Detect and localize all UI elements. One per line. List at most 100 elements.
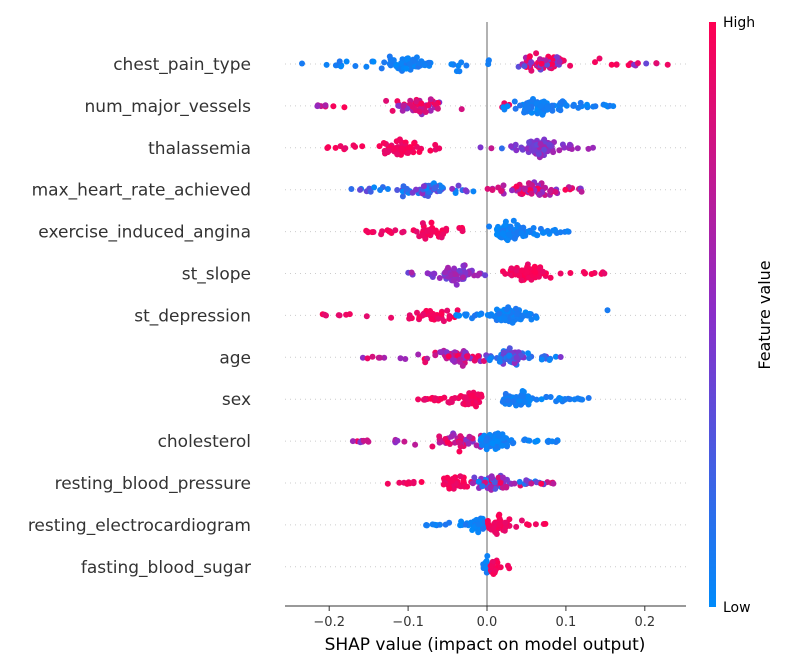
shap-point xyxy=(457,356,464,363)
shap-point xyxy=(445,353,452,360)
shap-point xyxy=(460,477,467,484)
shap-point xyxy=(487,484,494,491)
shap-point xyxy=(390,146,397,153)
shap-point xyxy=(406,61,413,67)
shap-point xyxy=(508,265,515,272)
shap-point xyxy=(524,145,531,152)
shap-point xyxy=(504,397,511,404)
shap-point xyxy=(542,184,549,191)
shap-point xyxy=(549,102,556,109)
shap-point xyxy=(517,102,523,109)
shap-point xyxy=(518,230,525,237)
shap-point xyxy=(462,269,469,276)
shap-point xyxy=(443,225,450,232)
feature-label: num_major_vessels xyxy=(85,97,252,117)
shap-point xyxy=(380,140,387,146)
shap-point xyxy=(330,103,337,110)
shap-point xyxy=(518,267,525,274)
shap-point xyxy=(442,269,449,276)
shap-point xyxy=(566,141,573,148)
shap-point xyxy=(510,217,517,224)
shap-point xyxy=(343,58,350,65)
shap-point xyxy=(500,104,507,111)
shap-point xyxy=(519,146,526,153)
shap-point xyxy=(360,437,367,444)
shap-point xyxy=(436,275,443,281)
shap-point xyxy=(542,57,549,64)
shap-point xyxy=(465,401,472,408)
shap-point xyxy=(444,474,451,481)
shap-point xyxy=(544,103,551,110)
shap-point xyxy=(523,268,530,275)
shap-point xyxy=(521,63,528,70)
shap-point xyxy=(527,396,534,403)
shap-point xyxy=(398,60,404,67)
feature-label: thalassemia xyxy=(148,139,251,159)
shap-point xyxy=(552,226,558,233)
shap-point xyxy=(369,229,376,236)
colorbar: High Low Feature value xyxy=(709,15,774,616)
shap-point xyxy=(454,307,461,314)
shap-point xyxy=(336,312,343,319)
shap-point xyxy=(321,311,328,318)
shap-point xyxy=(349,438,356,445)
shap-point xyxy=(381,147,388,154)
shap-point xyxy=(463,311,470,318)
shap-point xyxy=(432,184,439,191)
shap-point xyxy=(513,354,520,361)
shap-point xyxy=(359,354,366,361)
shap-point xyxy=(492,485,499,492)
shap-point xyxy=(524,264,531,270)
shap-point xyxy=(557,270,564,277)
shap-point xyxy=(475,353,482,360)
x-tick-label: 0.0 xyxy=(477,615,498,630)
shap-point xyxy=(592,59,598,66)
shap-point xyxy=(556,58,563,65)
shap-point xyxy=(500,349,507,356)
shap-point xyxy=(537,141,544,147)
shap-point xyxy=(471,474,478,481)
shap-point xyxy=(588,271,595,277)
shap-point xyxy=(480,525,486,532)
shap-point xyxy=(403,65,410,72)
shap-point xyxy=(557,107,564,114)
shap-point xyxy=(357,186,363,193)
shap-point xyxy=(396,479,403,486)
shap-point xyxy=(384,186,391,192)
shap-point xyxy=(435,315,442,322)
shap-point xyxy=(376,143,383,150)
shap-point xyxy=(514,222,521,228)
shap-point xyxy=(534,437,541,444)
shap-point xyxy=(378,65,385,72)
shap-point xyxy=(494,438,501,445)
feature-label: chest_pain_type xyxy=(113,55,251,75)
shap-point xyxy=(541,98,547,105)
shap-point xyxy=(384,480,391,487)
shap-point xyxy=(486,223,493,230)
shap-point xyxy=(415,396,422,403)
shap-point xyxy=(422,396,428,403)
shap-point xyxy=(499,442,506,449)
shap-point xyxy=(484,553,491,559)
shap-point xyxy=(511,98,518,105)
shap-point xyxy=(509,319,516,326)
shap-point xyxy=(456,68,463,75)
shap-point xyxy=(337,143,344,150)
shap-point xyxy=(547,394,554,400)
shap-point xyxy=(432,141,439,148)
shap-point xyxy=(404,480,411,487)
shap-point xyxy=(596,55,603,62)
shap-point xyxy=(514,267,521,274)
feature-label: cholesterol xyxy=(158,432,251,452)
x-tick-label: −0.2 xyxy=(313,615,345,630)
shap-point xyxy=(502,390,509,397)
shap-point xyxy=(427,308,434,314)
shap-point xyxy=(299,60,305,67)
shap-point xyxy=(464,353,470,360)
shap-point xyxy=(371,184,378,191)
shap-point xyxy=(438,395,445,402)
shap-point xyxy=(512,105,519,112)
shap-point xyxy=(523,477,530,484)
shap-point xyxy=(424,270,431,277)
shap-point xyxy=(415,351,422,358)
